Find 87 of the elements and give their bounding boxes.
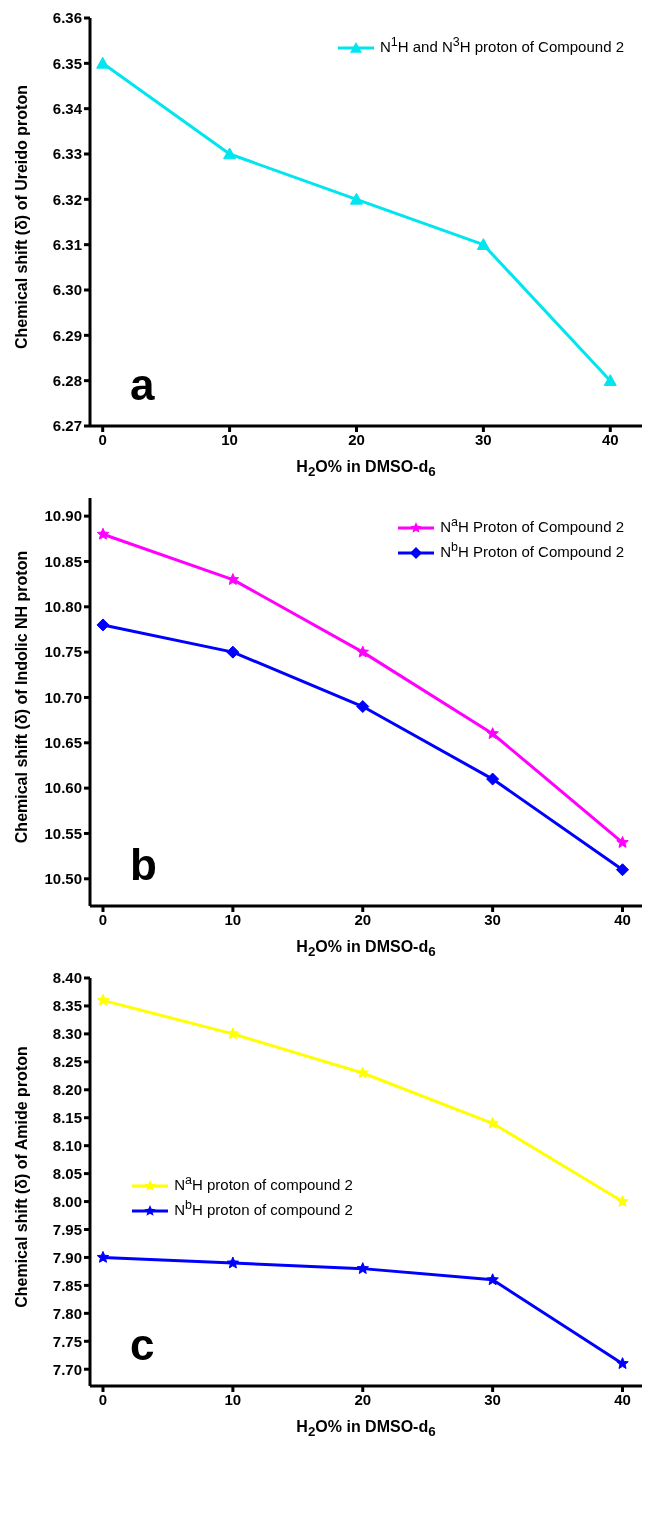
y-tick-label: 6.32 (52, 190, 82, 208)
y-tick-label: 10.65 (44, 734, 82, 752)
y-tick-label: 8.35 (52, 997, 82, 1015)
y-tick-label: 7.75 (52, 1332, 82, 1350)
y-axis-title: Chemical shift (δ) of Indolic NH proton (13, 550, 31, 844)
annotation: a (130, 360, 155, 410)
y-axis-title: Chemical shift (δ) of Amide proton (13, 1046, 31, 1308)
point (96, 527, 110, 540)
y-tick-label: 7.90 (52, 1248, 82, 1266)
point (226, 645, 240, 659)
x-tick-label: 20 (354, 1390, 372, 1408)
y-tick-label: 6.27 (52, 417, 82, 435)
y-tick-label: 6.36 (52, 9, 82, 27)
y-tick-label: 8.05 (52, 1164, 82, 1182)
y-tick-label: 7.85 (52, 1276, 82, 1294)
y-tick-label: 6.29 (52, 326, 82, 344)
x-tick-label: 30 (484, 910, 501, 928)
y-tick-label: 10.75 (44, 643, 82, 661)
point (616, 1195, 629, 1207)
point (616, 863, 630, 877)
annotation: b (130, 840, 157, 890)
legend-label: N$^{b}$H proton of compound 2 (174, 1197, 353, 1218)
y-tick-label: 6.31 (52, 235, 82, 253)
y-tick-label: 10.90 (44, 507, 82, 525)
y-tick-label: 8.25 (52, 1053, 82, 1071)
x-axis-title: H$_{2}$O% in DMSO-d$_{6}$ (295, 458, 437, 480)
y-tick-label: 10.70 (44, 688, 82, 706)
x-axis-title: H$_{2}$O% in DMSO-d$_{6}$ (295, 938, 437, 960)
y-tick-label: 7.95 (52, 1220, 82, 1238)
point (486, 1273, 499, 1286)
y-tick-label: 6.28 (52, 371, 82, 389)
x-tick-label: 10 (221, 430, 238, 448)
point (223, 147, 237, 160)
y-tick-label: 10.60 (44, 779, 82, 797)
x-tick-label: 10 (224, 910, 242, 928)
x-tick-label: 40 (614, 910, 631, 928)
point (96, 993, 110, 1006)
x-tick-label: 0 (98, 910, 108, 928)
x-tick-label: 40 (614, 1390, 631, 1408)
x-tick-label: 30 (484, 1390, 501, 1408)
point (486, 1116, 499, 1129)
x-tick-label: 40 (601, 430, 619, 448)
legend-label: N$^{b}$H Proton of Compound 2 (440, 540, 624, 560)
point (96, 1250, 110, 1263)
y-tick-label: 8.00 (52, 1192, 82, 1210)
point (486, 772, 500, 786)
point (356, 700, 370, 714)
point (96, 618, 110, 632)
x-tick-label: 0 (98, 430, 107, 448)
y-tick-label: 8.10 (52, 1137, 82, 1154)
point (226, 573, 240, 585)
legend-label: N$^{a}$H Proton of Compound 2 (440, 515, 624, 535)
legend-label: N$^{a}$H proton of compound 2 (174, 1172, 353, 1193)
y-tick-label: 8.15 (52, 1109, 82, 1127)
point (476, 238, 490, 250)
y-tick-label: 6.33 (52, 145, 82, 163)
y-tick-label: 7.80 (52, 1304, 82, 1322)
point (226, 1027, 240, 1040)
y-tick-label: 6.30 (52, 281, 82, 299)
y-tick-label: 6.34 (52, 99, 83, 117)
y-tick-label: 6.35 (52, 54, 82, 72)
point (349, 192, 363, 205)
x-tick-label: 0 (98, 1390, 108, 1408)
point (616, 1357, 629, 1369)
x-tick-label: 20 (354, 910, 372, 928)
point (356, 645, 369, 658)
y-tick-label: 10.80 (44, 598, 82, 616)
point (226, 1256, 240, 1269)
x-tick-label: 10 (224, 1390, 242, 1408)
point (486, 727, 499, 740)
legend-label: N$^{1}$H and N$^{3}$H proton of Compound 2 (379, 35, 624, 55)
point (603, 374, 617, 386)
y-tick-label: 10.50 (44, 870, 82, 888)
y-axis-title: Chemical shift (δ) of Ureido proton (13, 85, 31, 349)
point (356, 1262, 369, 1274)
y-tick-label: 8.30 (52, 1025, 82, 1043)
x-tick-label: 20 (348, 430, 365, 448)
point (616, 836, 629, 848)
annotation: c (130, 1320, 155, 1370)
x-tick-label: 30 (475, 430, 492, 448)
y-tick-label: 10.55 (44, 824, 82, 842)
point (96, 56, 110, 69)
y-tick-label: 8.40 (52, 969, 82, 987)
x-axis-title: H$_{2}$O% in DMSO-d$_{6}$ (295, 1418, 437, 1440)
y-tick-label: 7.70 (52, 1360, 82, 1378)
y-tick-label: 8.20 (52, 1081, 82, 1099)
y-tick-label: 10.85 (44, 552, 82, 570)
